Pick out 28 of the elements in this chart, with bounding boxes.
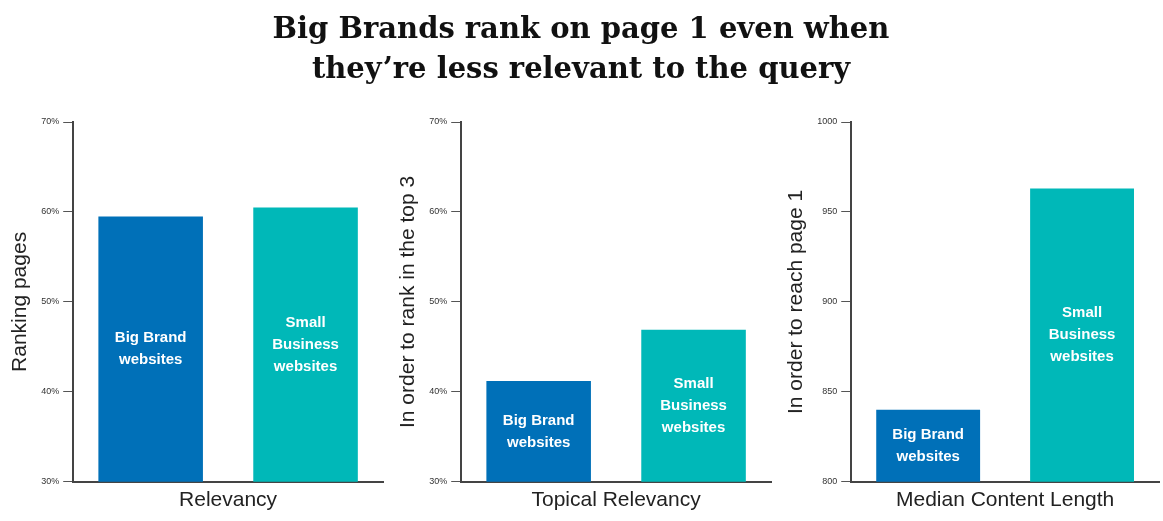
- y-tick-label: 40%: [41, 386, 60, 397]
- x-tick-label: Small Business websites: [272, 312, 339, 374]
- y-axis-title: In order to reach page 1: [783, 189, 807, 414]
- y-tick-label: 70%: [41, 116, 60, 127]
- y-axis-title: In order to rank in the top 3: [395, 175, 419, 428]
- y-tick-label: 900: [822, 296, 838, 307]
- y-tick-label: 40%: [429, 386, 448, 397]
- x-tick-label: Small Business websites: [660, 373, 727, 435]
- y-tick-label: 60%: [429, 206, 448, 217]
- y-tick-label: 850: [822, 386, 838, 397]
- y-tick-label: 70%: [429, 116, 448, 127]
- y-tick-label: 30%: [41, 476, 60, 487]
- text: Big Brands rank on page 1 even when they’re less relevant to the query: [271, 10, 891, 87]
- x-axis-title: Relevancy: [179, 487, 278, 511]
- y-axis-title: Ranking pages: [7, 231, 31, 372]
- y-tick-label: 60%: [41, 206, 60, 217]
- y-tick-label: 30%: [429, 476, 448, 487]
- y-tick-label: 50%: [429, 296, 448, 307]
- x-axis-title: Median Content Length: [895, 487, 1115, 511]
- x-tick-label: Big Brand websites: [892, 424, 964, 464]
- x-tick-label: Small Business websites: [1048, 303, 1116, 365]
- y-tick-label: 950: [822, 206, 838, 217]
- y-tick-label: 1000: [817, 116, 838, 127]
- x-tick-label: Big Brand websites: [502, 410, 575, 450]
- y-tick-label: 50%: [41, 296, 60, 307]
- x-axis-title: Topical Relevancy: [531, 487, 702, 511]
- x-tick-label: Big Brand websites: [114, 328, 187, 368]
- y-tick-label: 800: [822, 476, 838, 487]
